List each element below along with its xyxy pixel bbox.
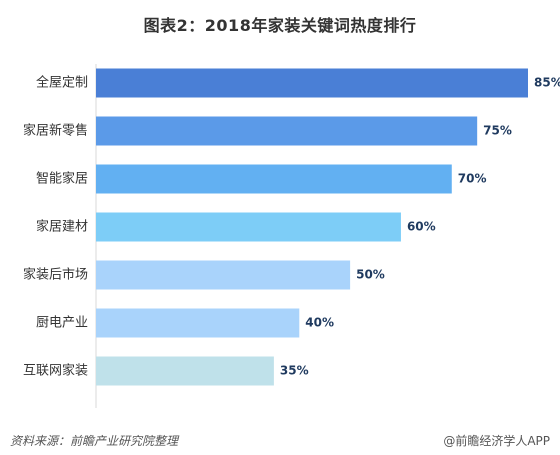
chart-title: 图表2：2018年家装关键词热度排行	[143, 16, 417, 35]
bar	[96, 356, 274, 386]
value-label: 35%	[280, 364, 309, 378]
bar	[96, 116, 478, 146]
value-label: 70%	[458, 172, 487, 186]
category-label: 厨电产业	[36, 316, 88, 331]
value-label: 75%	[483, 124, 512, 138]
source-note: 资料来源：前瞻产业研究院整理	[10, 434, 179, 448]
category-label: 全屋定制	[36, 75, 88, 91]
category-label: 互联网家装	[23, 363, 88, 379]
value-label: 60%	[407, 220, 436, 234]
credit-note: @前瞻经济学人APP	[443, 434, 550, 448]
bar	[96, 164, 452, 194]
category-label: 家居建材	[36, 219, 88, 235]
value-label: 50%	[356, 268, 385, 282]
value-label: 85%	[534, 76, 560, 90]
bars-layer: 全屋定制 85% 家居新零售 75% 智能家居 70% 家居建材 60% 家装后市场 50% 厨电产…	[23, 68, 560, 386]
bar	[96, 68, 528, 98]
bar	[96, 212, 401, 242]
category-label: 家居新零售	[23, 123, 88, 139]
bar	[96, 260, 351, 290]
bar	[96, 308, 300, 338]
category-label: 智能家居	[36, 171, 88, 187]
value-label: 40%	[305, 316, 334, 330]
category-label: 家装后市场	[23, 267, 88, 283]
